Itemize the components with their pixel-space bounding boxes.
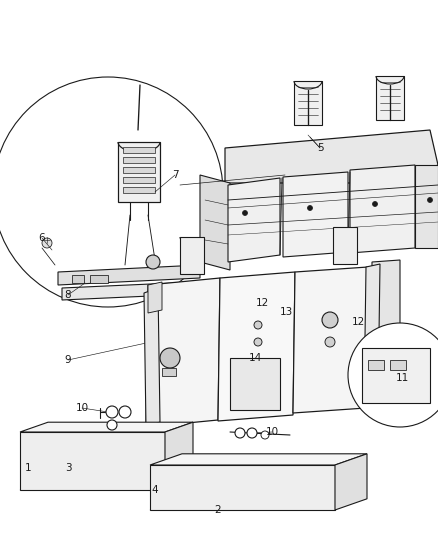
Bar [362, 348, 430, 403]
Polygon shape [148, 282, 162, 313]
Text: 5: 5 [317, 143, 323, 153]
Polygon shape [415, 165, 438, 248]
Circle shape [247, 428, 257, 438]
Polygon shape [58, 265, 200, 285]
Bar [72, 275, 84, 283]
Polygon shape [225, 130, 438, 183]
Polygon shape [150, 465, 335, 510]
Polygon shape [165, 422, 193, 490]
Text: 7: 7 [172, 170, 178, 180]
Polygon shape [218, 272, 295, 421]
Polygon shape [180, 237, 204, 274]
Bar [230, 358, 280, 410]
Polygon shape [20, 432, 165, 490]
Polygon shape [293, 267, 368, 413]
Bar [123, 147, 155, 153]
Circle shape [254, 321, 262, 329]
Circle shape [243, 211, 247, 215]
Polygon shape [62, 282, 195, 300]
Text: 6: 6 [39, 233, 45, 243]
Text: 3: 3 [65, 463, 71, 473]
Circle shape [427, 198, 432, 203]
Bar [390, 360, 406, 370]
Circle shape [0, 77, 223, 307]
Polygon shape [20, 422, 193, 432]
Bar [90, 275, 108, 283]
Circle shape [107, 420, 117, 430]
Circle shape [42, 238, 52, 248]
Polygon shape [364, 264, 380, 408]
Polygon shape [294, 81, 322, 125]
Polygon shape [350, 165, 415, 253]
Bar [368, 360, 384, 370]
Circle shape [307, 206, 312, 211]
Circle shape [235, 428, 245, 438]
Polygon shape [150, 454, 367, 465]
Polygon shape [146, 278, 220, 427]
Circle shape [261, 431, 269, 439]
Text: 14: 14 [248, 353, 261, 363]
Text: 9: 9 [65, 355, 71, 365]
Text: 12: 12 [255, 298, 268, 308]
Text: 13: 13 [279, 307, 293, 317]
Polygon shape [118, 142, 160, 202]
Polygon shape [200, 175, 230, 270]
Circle shape [160, 348, 180, 368]
Circle shape [254, 338, 262, 346]
Circle shape [372, 201, 378, 206]
Polygon shape [335, 454, 367, 510]
Text: 12: 12 [351, 317, 364, 327]
Bar [123, 187, 155, 193]
Text: 4: 4 [152, 485, 158, 495]
Circle shape [119, 406, 131, 418]
Polygon shape [333, 227, 357, 264]
Polygon shape [376, 76, 404, 120]
Text: 1: 1 [25, 463, 31, 473]
Bar [123, 177, 155, 183]
Polygon shape [372, 260, 400, 410]
Text: 10: 10 [75, 403, 88, 413]
Circle shape [325, 337, 335, 347]
Circle shape [348, 323, 438, 427]
Polygon shape [144, 288, 160, 427]
Text: 8: 8 [65, 290, 71, 300]
Bar [123, 157, 155, 163]
Circle shape [322, 312, 338, 328]
Text: 11: 11 [396, 373, 409, 383]
Bar [123, 167, 155, 173]
Text: 10: 10 [265, 427, 279, 437]
Bar [162, 368, 176, 376]
Text: 2: 2 [215, 505, 221, 515]
Polygon shape [283, 172, 348, 257]
Polygon shape [228, 178, 280, 262]
Circle shape [106, 406, 118, 418]
Circle shape [146, 255, 160, 269]
